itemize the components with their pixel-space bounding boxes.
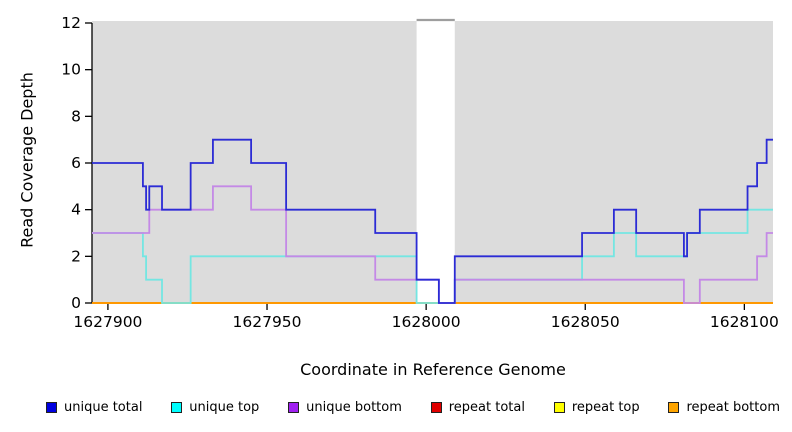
legend-label: unique top [189, 400, 260, 415]
x-tick-label: 1627900 [73, 313, 142, 331]
y-tick-label: 4 [71, 201, 81, 219]
unique-top-swatch-icon [171, 402, 183, 413]
repeat-top-swatch-icon [553, 402, 565, 413]
repeat-total-swatch-icon [430, 402, 442, 413]
legend: unique total unique top unique bottom re… [46, 400, 780, 415]
y-tick-label: 0 [71, 294, 81, 312]
legend-item-unique-bottom: unique bottom [288, 400, 402, 415]
legend-label: repeat bottom [686, 400, 780, 415]
x-tick-label: 1627950 [233, 313, 302, 331]
y-tick-label: 10 [61, 61, 81, 79]
legend-label: repeat top [571, 400, 640, 415]
x-tick-label: 1628100 [710, 313, 779, 331]
panel-background-right [454, 21, 773, 303]
y-tick-label: 12 [61, 14, 81, 32]
x-axis-title: Coordinate in Reference Genome [300, 360, 566, 379]
unique-total-swatch-icon [46, 402, 57, 413]
legend-label: unique total [64, 400, 143, 415]
y-tick-label: 8 [71, 107, 81, 125]
y-tick-label: 6 [71, 154, 81, 172]
y-axis-title: Read Coverage Depth [17, 72, 37, 248]
legend-item-unique-top: unique top [171, 400, 259, 415]
legend-item-repeat-bottom: repeat bottom [668, 400, 780, 415]
legend-label: unique bottom [306, 400, 402, 415]
legend-item-unique-total: unique total [46, 400, 142, 415]
y-tick-label: 2 [71, 247, 81, 265]
legend-label: repeat total [448, 400, 525, 415]
x-tick-label: 1628050 [551, 313, 620, 331]
unique-bottom-swatch-icon [288, 402, 300, 413]
x-tick-label: 1628000 [392, 313, 461, 331]
series-line-unique-total [92, 138, 773, 304]
panel-background-left [92, 21, 417, 303]
legend-item-repeat-total: repeat total [430, 400, 525, 415]
repeat-bottom-swatch-icon [668, 402, 680, 413]
legend-item-repeat-top: repeat top [553, 400, 640, 415]
